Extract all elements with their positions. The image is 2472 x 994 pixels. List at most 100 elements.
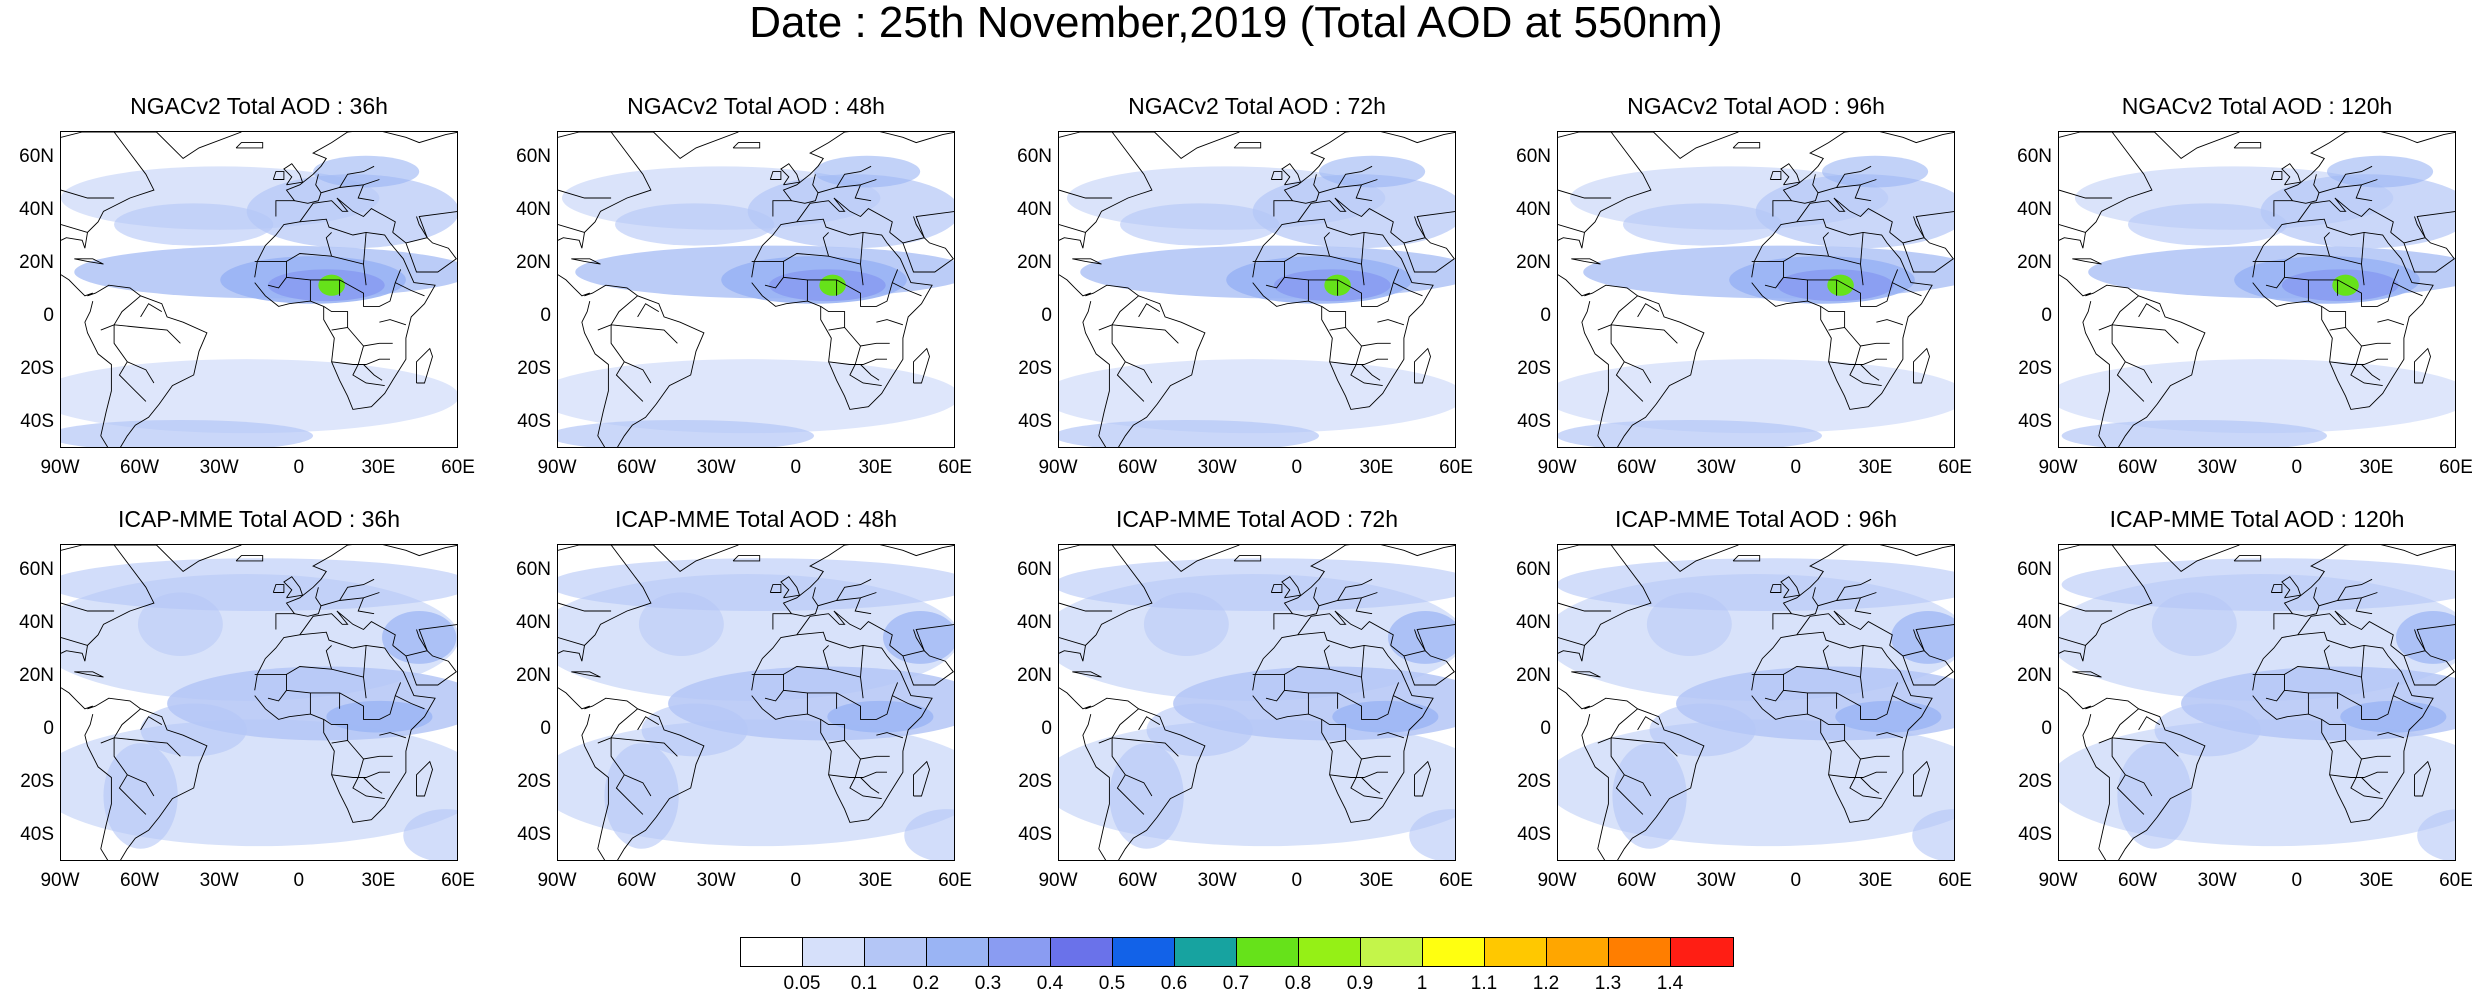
aod-patch <box>1109 743 1184 849</box>
coastline <box>352 345 385 387</box>
aod-map <box>1557 544 1955 861</box>
coastline <box>2273 545 2455 630</box>
coastline <box>1323 232 1331 257</box>
coastline <box>61 687 94 710</box>
coastline <box>780 163 801 186</box>
colorbar-label: 0.05 <box>783 973 821 994</box>
coastline <box>597 737 678 757</box>
coastline <box>2337 165 2373 188</box>
coastline <box>331 771 390 778</box>
lat-tick-label: 40N <box>2017 199 2052 221</box>
coastline <box>2252 218 2434 410</box>
aod-patch <box>1612 743 1687 849</box>
coastline <box>118 361 147 402</box>
panel-title: ICAP-MME Total AOD : 48h <box>614 506 898 532</box>
coastline <box>2098 737 2179 757</box>
coastline <box>1764 690 1784 702</box>
lon-tick-label: 60E <box>1938 457 1972 478</box>
aod-patch <box>1835 700 1942 733</box>
coastline <box>2323 232 2331 257</box>
coastline <box>1844 740 1890 760</box>
lat-tick-label: 40S <box>517 823 551 845</box>
lon-tick-label: 0 <box>1291 870 1303 891</box>
coastline <box>1059 687 1092 710</box>
coastline <box>1252 260 1339 296</box>
coastline <box>1414 347 1431 384</box>
aod-field-svg <box>61 545 457 860</box>
coastline <box>1270 171 1283 180</box>
aod-patch <box>1827 274 1854 296</box>
coastline <box>283 576 304 599</box>
coastline <box>84 697 208 860</box>
lat-tick-label: 0 <box>43 717 54 739</box>
coastline <box>2329 771 2388 778</box>
panel-title: NGACv2 Total AOD : 120h <box>2121 93 2393 119</box>
coastline <box>2072 258 2102 265</box>
lat-tick-label: 20S <box>2018 357 2052 379</box>
aod-patch <box>114 203 274 246</box>
panel-title: ICAP-MME Total AOD : 96h <box>1614 506 1898 532</box>
coastline <box>1610 324 1652 384</box>
coastline <box>1860 364 1880 381</box>
lat-tick-label: 40S <box>20 410 54 432</box>
coastline <box>286 253 367 286</box>
coastline <box>1769 171 1782 180</box>
coastline <box>1913 347 1930 384</box>
colorbar-label: 0.3 <box>974 973 1002 994</box>
lat-tick-label: 40N <box>516 199 551 221</box>
coastline <box>1836 165 1872 188</box>
lon-tick-label: 30W <box>1696 457 1736 478</box>
lon-tick-label: 0 <box>2291 457 2303 478</box>
coastline <box>902 629 925 657</box>
coastline <box>2281 163 2302 186</box>
lon-tick-label: 60E <box>1938 870 1972 891</box>
coastline <box>118 774 147 815</box>
lon-tick-label: 0 <box>293 870 305 891</box>
coastline <box>600 132 739 159</box>
coastline <box>581 697 705 860</box>
coastline <box>1769 584 1782 593</box>
coastline <box>2252 673 2339 709</box>
coastline <box>1281 576 1302 599</box>
coastline <box>1403 629 1426 657</box>
lon-tick-label: 30E <box>2359 457 2394 478</box>
colorbar-label: 1.2 <box>1532 973 1560 994</box>
lon-tick-label: 0 <box>1790 457 1802 478</box>
coastline <box>254 631 436 823</box>
coastline <box>1111 295 1139 326</box>
coastline <box>1854 597 1872 615</box>
aod-map <box>2058 131 2456 448</box>
coastline <box>1313 174 1320 194</box>
coastline <box>2111 708 2139 739</box>
lat-tick-label: 60N <box>516 146 551 168</box>
coastline <box>1059 274 1092 297</box>
aod-patch <box>1143 592 1229 656</box>
coastline <box>637 716 660 731</box>
lon-tick-label: 90W <box>537 870 577 891</box>
lat-tick-label: 0 <box>1540 304 1551 326</box>
coastline <box>100 737 181 757</box>
coastline <box>2281 576 2302 599</box>
coastline <box>74 258 104 265</box>
coastline <box>1828 358 1887 365</box>
lat-tick-label: 20S <box>517 770 551 792</box>
coastline <box>1876 319 1904 326</box>
coastline <box>1849 758 1882 800</box>
coastline <box>1273 132 1455 217</box>
coastline <box>1377 732 1405 739</box>
aod-patch <box>2340 700 2447 733</box>
coastline <box>1637 303 1660 318</box>
coastline <box>1751 673 1838 709</box>
coastline <box>854 597 872 615</box>
coastline <box>1355 184 1373 202</box>
coastline <box>796 610 893 646</box>
coastline <box>849 345 882 387</box>
lon-tick-label: 90W <box>1537 870 1577 891</box>
aod-field-svg <box>1558 132 1954 447</box>
coastline <box>1059 132 1153 249</box>
coastline <box>286 666 367 699</box>
lon-tick-label: 90W <box>2038 457 2078 478</box>
coastline <box>2273 132 2455 217</box>
coastline <box>844 327 890 347</box>
coastline <box>1844 327 1890 347</box>
